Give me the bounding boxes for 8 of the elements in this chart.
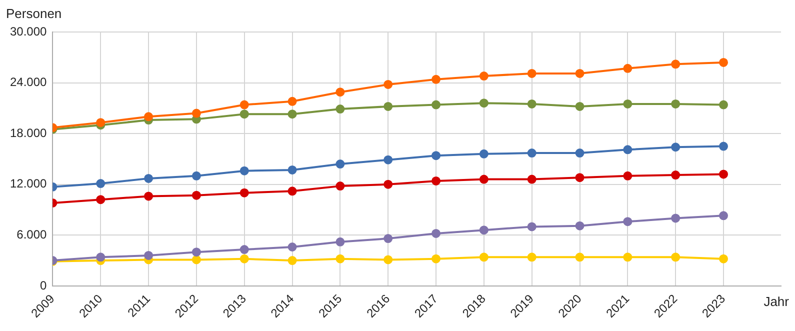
x-axis-title: Jahr <box>764 294 790 310</box>
y-tick-label: 30.000 <box>10 24 48 38</box>
y-tick-label: 6.000 <box>16 227 48 242</box>
y-tick-label: 18.000 <box>10 126 48 140</box>
y-tick-label: 24.000 <box>10 75 48 90</box>
y-tick-label: 0 <box>40 278 48 292</box>
y-tick-label: 12.000 <box>10 176 48 191</box>
y-axis-title: Personen <box>6 6 62 22</box>
